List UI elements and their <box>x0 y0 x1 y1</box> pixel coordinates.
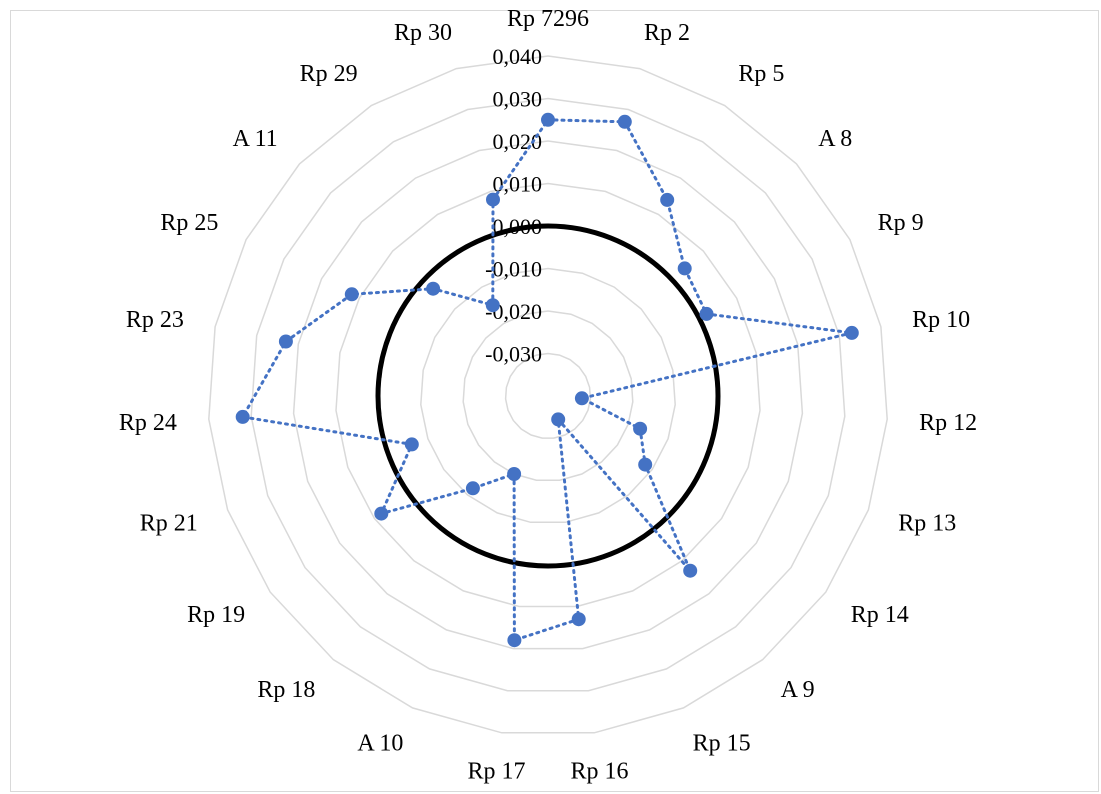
grid-ring <box>250 97 846 692</box>
chart-frame <box>10 10 1099 792</box>
radial-tick-label: 0,030 <box>493 87 543 112</box>
category-label: Rp 2 <box>644 20 690 46</box>
series-point <box>617 114 632 129</box>
radial-tick-label: 0,040 <box>493 44 543 69</box>
category-label: Rp 9 <box>878 210 924 236</box>
grid-ring <box>504 352 592 439</box>
series-point <box>633 421 648 436</box>
series-point <box>507 633 522 648</box>
reference-circle <box>375 223 721 569</box>
category-label: A 9 <box>781 677 815 703</box>
category-label: Rp 23 <box>126 307 184 333</box>
grid-ring <box>208 55 888 734</box>
category-label: Rp 7296 <box>507 6 589 32</box>
series-layer <box>235 112 859 648</box>
series-point <box>374 506 389 521</box>
radial-tick-label: -0,010 <box>485 257 542 282</box>
series-point <box>844 325 859 340</box>
category-label: Rp 25 <box>160 210 218 236</box>
category-label: Rp 30 <box>394 20 452 46</box>
series-point <box>465 481 480 496</box>
grid-ring <box>420 267 676 524</box>
radial-tick-label: 0,010 <box>493 172 543 197</box>
radial-tick-label: -0,030 <box>485 342 542 367</box>
series-point <box>660 192 675 207</box>
category-label: Rp 5 <box>738 61 784 87</box>
category-label: Rp 18 <box>257 677 315 703</box>
series-point <box>551 412 566 427</box>
series-point <box>574 391 589 406</box>
radial-tick-labels: -0,030-0,020-0,0100,0000,0100,0200,0300,… <box>485 44 542 367</box>
series-point <box>404 437 419 452</box>
category-label: Rp 24 <box>119 410 177 436</box>
category-label: Rp 15 <box>693 731 751 757</box>
series-point <box>677 261 692 276</box>
series-point <box>638 457 653 472</box>
category-label: Rp 10 <box>912 307 970 333</box>
series-point <box>683 563 698 578</box>
grid-ring <box>292 140 804 650</box>
category-label: Rp 21 <box>140 511 198 537</box>
category-label: Rp 13 <box>898 511 956 537</box>
series-point <box>278 334 293 349</box>
series-point <box>485 298 500 313</box>
category-label: Rp 29 <box>300 61 358 87</box>
series-point <box>507 467 522 481</box>
series-point <box>235 409 250 424</box>
category-labels: Rp 7296 Rp 2 Rp 5 A 8 Rp 9 Rp 10 Rp 12 Rp 13 Rp … <box>119 6 977 785</box>
category-label: A 11 <box>233 126 278 152</box>
category-label: Rp 19 <box>187 602 245 628</box>
series-point <box>541 112 555 127</box>
radar-grid <box>208 55 888 734</box>
series-point <box>486 192 500 207</box>
series-point <box>426 281 441 296</box>
series-line <box>240 118 853 643</box>
category-label: A 8 <box>818 126 852 152</box>
category-label: Rp 16 <box>570 759 628 785</box>
series-point <box>699 306 714 321</box>
category-label: Rp 17 <box>467 759 525 785</box>
series-point <box>571 612 586 627</box>
category-label: Rp 14 <box>851 602 909 628</box>
series-point <box>344 287 359 302</box>
grid-ring <box>335 182 761 608</box>
category-label: Rp 12 <box>919 410 977 436</box>
reference-circle-layer <box>375 223 721 569</box>
grid-ring <box>462 310 634 481</box>
category-label: A 10 <box>357 731 403 757</box>
